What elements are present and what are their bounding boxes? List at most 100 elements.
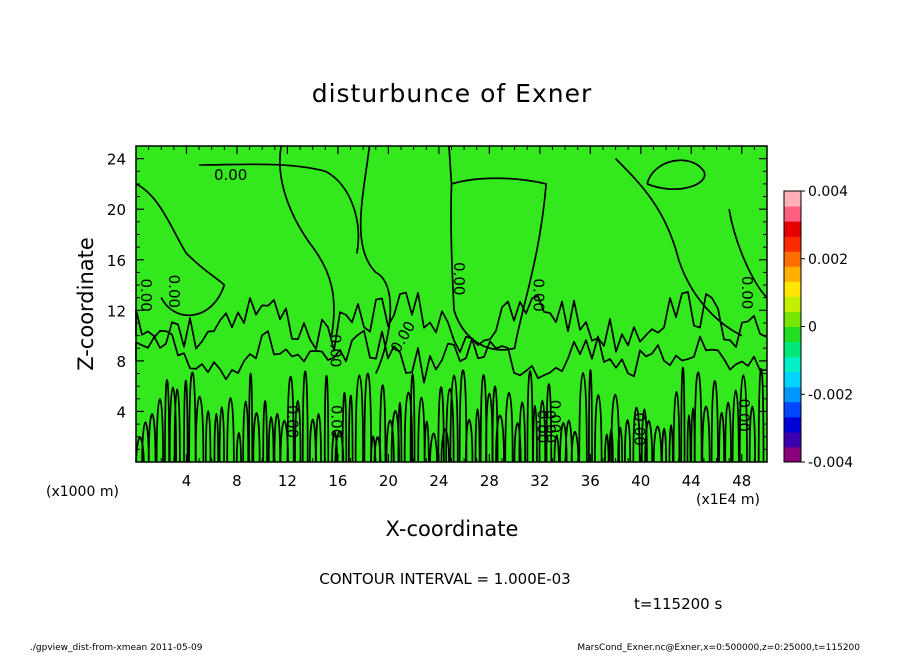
- colorbar-segment: [784, 431, 801, 448]
- contour-region: [199, 163, 360, 254]
- contour-region: [614, 158, 743, 337]
- contour-spike: [423, 420, 430, 463]
- contour-spike: [738, 374, 748, 463]
- contour-region: [279, 145, 335, 336]
- contour-spike: [273, 412, 281, 463]
- x-axis-ticks: 4 8 12 16 20 24 28 32 36 40 44 48: [148, 146, 755, 490]
- contour-spike: [545, 383, 553, 463]
- contour-label: 0.00: [533, 410, 551, 443]
- x-tick-label: 40: [631, 472, 650, 490]
- contour-labels: 0.000.00 0.00 0.00 0.000.000.00 0.000.000.00…: [137, 166, 756, 446]
- contour-spike: [495, 414, 505, 463]
- contour-spike: [757, 367, 765, 463]
- colorbar-segment: [784, 446, 801, 463]
- contour-spike: [718, 411, 726, 463]
- contour-spike: [564, 419, 573, 463]
- contour-label: 0.00: [735, 399, 753, 432]
- colorbar-segment: [784, 356, 801, 373]
- x-tick-label: 32: [530, 472, 549, 490]
- contour-spike: [710, 380, 719, 463]
- contour-spike: [218, 406, 225, 463]
- contour-spike: [403, 391, 414, 463]
- contour-label: 0.00: [326, 334, 344, 367]
- contour-spike: [504, 391, 514, 463]
- contour-spike: [363, 372, 373, 463]
- contour-label: 0.00: [541, 410, 559, 443]
- contour-spike: [417, 396, 426, 463]
- contour-spike: [464, 418, 474, 463]
- contour-spike: [724, 401, 732, 463]
- contour-spike: [308, 418, 317, 463]
- y-tick-label: 4: [116, 403, 126, 421]
- colorbar-tick-label: -0.004: [808, 455, 853, 471]
- contour-interval-text: CONTOUR INTERVAL = 1.000E-03: [319, 570, 570, 588]
- x-axis-label: X-coordinate: [386, 517, 519, 541]
- contour-spike: [267, 416, 275, 463]
- contour-spike: [449, 374, 459, 463]
- contour-spike: [262, 400, 268, 463]
- contour-spike: [458, 369, 468, 463]
- y-tick-label: 24: [107, 151, 126, 169]
- colorbar-tick-label: 0.004: [808, 184, 848, 200]
- contour-spike: [624, 419, 632, 463]
- footer-left: ./gpview_dist-from-xmean 2011-05-09: [30, 643, 203, 653]
- y-tick-label: 16: [107, 252, 126, 270]
- x-tick-label: 44: [682, 472, 701, 490]
- contour-spike: [474, 408, 481, 463]
- x-tick-label: 4: [182, 472, 192, 490]
- contour-spike: [194, 395, 205, 463]
- colorbar-segment: [784, 416, 801, 433]
- contour-lines: [135, 145, 768, 463]
- contour-spike: [632, 406, 641, 463]
- footer-right: MarsCond_Exner.nc@Exner,x=0:500000,z=0:2…: [577, 643, 860, 653]
- colorbar-segment: [784, 341, 801, 358]
- contour-spike: [479, 374, 488, 463]
- contour-spike: [204, 410, 212, 463]
- x-tick-label: 24: [429, 472, 448, 490]
- contour-spike: [553, 434, 560, 463]
- contour-spike: [693, 371, 703, 463]
- contour-spike: [397, 401, 403, 463]
- chart-title: disturbunce of Exner: [312, 79, 593, 108]
- colorbar-segment: [784, 371, 801, 388]
- contour-spike: [183, 379, 189, 463]
- contour-spike: [315, 413, 322, 463]
- contour-spike: [532, 404, 538, 463]
- contour-spike: [644, 420, 654, 463]
- y-tick-label: 20: [107, 201, 126, 219]
- y-tick-label: 8: [116, 353, 126, 371]
- contour-spike: [385, 419, 395, 463]
- contour-label: 0.00: [738, 276, 756, 309]
- contour-spike: [294, 400, 302, 463]
- contour-spike: [701, 405, 711, 463]
- colorbar-segment: [784, 221, 801, 237]
- contour-spike: [164, 378, 171, 463]
- contour-spike: [354, 374, 364, 463]
- contour-spike: [518, 401, 526, 463]
- contour-spike: [491, 385, 499, 463]
- contour-spike: [437, 386, 445, 463]
- contour-spike: [680, 366, 686, 463]
- colorbar-segment: [784, 326, 801, 343]
- contour-label: 0.00: [630, 412, 648, 445]
- x-tick-label: 36: [581, 472, 600, 490]
- contour-spike: [379, 384, 387, 463]
- contour-spike: [242, 400, 250, 463]
- contour-spike: [604, 433, 610, 463]
- x-scale-label: (x1E4 m): [696, 492, 760, 508]
- contour-boundary: [135, 329, 767, 384]
- contour-label: 0.00: [530, 278, 548, 311]
- contour-spike: [570, 430, 580, 463]
- colorbar-segment: [784, 266, 801, 282]
- contour-spike: [652, 425, 663, 463]
- contour-region: [359, 145, 392, 374]
- contour-spike: [155, 398, 164, 463]
- contour-label: 0.00: [328, 405, 346, 438]
- contour-spike: [594, 394, 603, 463]
- colorbar-ticks: 0.004 0.002 0 -0.002 -0.004: [801, 184, 853, 471]
- colorbar-segment: [784, 251, 801, 267]
- contour-spike: [538, 399, 547, 463]
- contour-region: [728, 209, 768, 299]
- colorbar-segment: [784, 401, 801, 418]
- contour-spike: [226, 397, 235, 463]
